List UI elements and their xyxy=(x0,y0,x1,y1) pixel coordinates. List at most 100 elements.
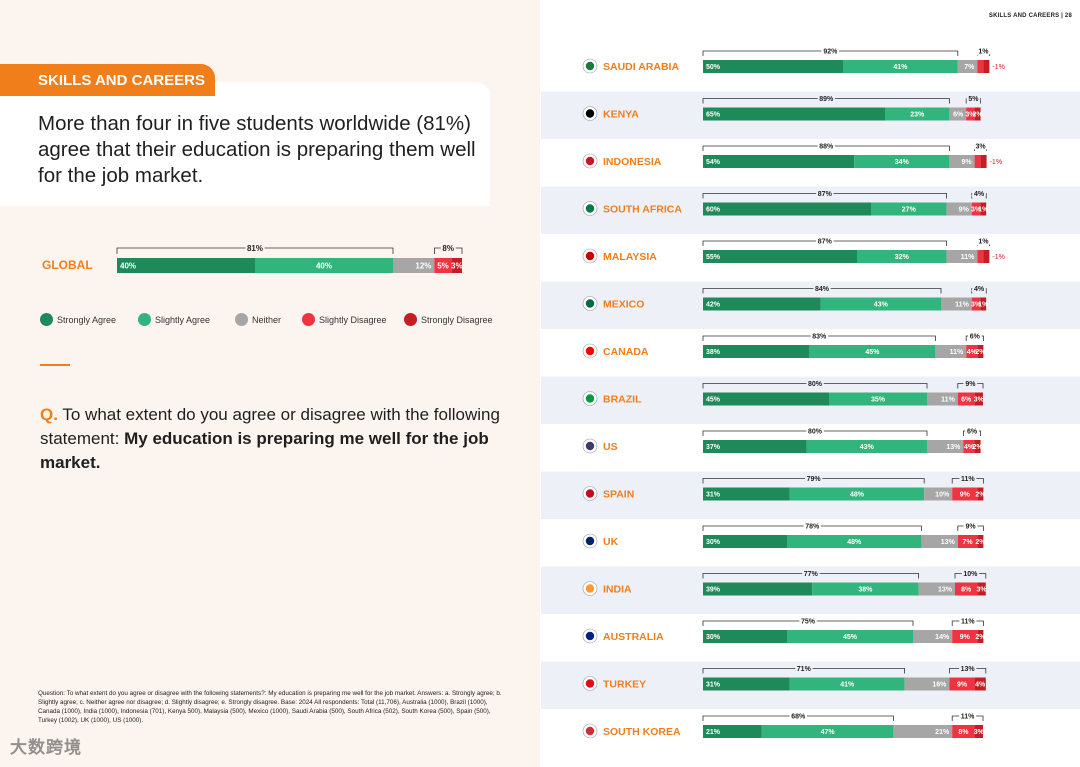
agree-total-label: 84% xyxy=(815,286,830,293)
data-label: 23% xyxy=(910,112,925,119)
seg-strongly-agree xyxy=(703,630,787,643)
disagree-bracket xyxy=(971,193,987,199)
saudi-flag-icon-center xyxy=(585,61,595,71)
seg-slightly-disagree xyxy=(971,297,981,311)
seg-strongly-disagree xyxy=(977,582,986,596)
headline: More than four in five students worldwid… xyxy=(38,112,476,187)
disagree-total-label: 11% xyxy=(961,618,975,625)
seg-slightly-agree xyxy=(809,345,936,358)
data-label: 9% xyxy=(957,682,968,689)
data-label: 39% xyxy=(706,587,721,594)
spain-flag-icon-center xyxy=(585,489,595,498)
kenya-flag-icon-center xyxy=(585,109,595,118)
agree-total-label: 89% xyxy=(819,96,834,103)
seg-slightly-agree xyxy=(843,60,958,73)
seg-slightly-disagree xyxy=(957,535,978,548)
data-label: 9% xyxy=(960,634,971,641)
seg-slightly-agree xyxy=(885,107,950,121)
agree-total-label: 79% xyxy=(807,476,822,483)
seg-strongly-agree xyxy=(703,582,813,596)
legend-item-strongly-disagree: Strongly Disagree xyxy=(404,313,493,326)
seg-strongly-disagree xyxy=(974,107,981,121)
data-label: 11% xyxy=(941,397,955,404)
seg-neither xyxy=(957,60,978,73)
agree-total-label: 83% xyxy=(812,333,827,340)
seg-neither xyxy=(913,630,953,643)
country-label-us: US xyxy=(603,441,618,453)
agree-bracket xyxy=(702,193,947,199)
seg-neither xyxy=(935,345,967,358)
agree-total-label: 78% xyxy=(805,523,820,530)
agree-total-label: 71% xyxy=(797,666,812,673)
data-label: 40% xyxy=(316,261,332,270)
seg-slightly-disagree xyxy=(966,345,978,358)
data-label: 3% xyxy=(965,112,976,119)
data-label: 12% xyxy=(415,261,431,270)
country-label-uk: UK xyxy=(603,536,619,548)
question: Q. To what extent do you agree or disagr… xyxy=(40,403,510,475)
country-label-malaysia: MALAYSIA xyxy=(603,251,657,263)
data-label: 48% xyxy=(850,492,865,499)
data-label: 47% xyxy=(821,729,836,736)
seg-strongly-disagree xyxy=(974,725,983,738)
data-label: 37% xyxy=(706,444,721,451)
section-tag: SKILLS AND CAREERS xyxy=(0,64,215,96)
data-label: 41% xyxy=(840,682,855,689)
seg-strongly-agree xyxy=(703,677,790,691)
data-label-outside: -1% xyxy=(990,159,1002,166)
seg-slightly-disagree xyxy=(949,677,975,691)
legend-item-slightly-agree: Slightly Agree xyxy=(138,313,210,326)
seg-slightly-agree xyxy=(829,392,927,406)
seg-strongly-agree xyxy=(703,392,829,406)
agree-total-label: 75% xyxy=(801,618,816,625)
agree-total-label: 87% xyxy=(818,238,833,245)
seg-slightly-agree xyxy=(857,250,947,263)
data-label: 8% xyxy=(958,729,969,736)
agree-total-label: 81% xyxy=(247,244,263,253)
seg-slightly-disagree xyxy=(974,155,981,168)
seg-slightly-agree xyxy=(871,202,947,216)
data-label: 3% xyxy=(451,261,463,270)
disagree-total-label: 13% xyxy=(961,666,976,673)
seg-strongly-disagree xyxy=(983,250,990,263)
data-label: 41% xyxy=(893,64,908,71)
seg-neither xyxy=(904,677,950,691)
data-label: 27% xyxy=(902,207,917,214)
seg-strongly-disagree xyxy=(977,535,984,548)
data-label: 4% xyxy=(967,349,978,356)
seg-strongly-disagree xyxy=(977,487,984,501)
agree-bracket xyxy=(702,620,914,626)
data-label: 9% xyxy=(960,492,971,499)
indonesia-flag-icon-center xyxy=(585,156,595,166)
seg-neither xyxy=(893,725,953,738)
seg-slightly-disagree xyxy=(434,258,452,273)
data-label: 3% xyxy=(971,302,982,309)
seg-neither xyxy=(924,487,953,501)
data-label: 2% xyxy=(975,634,986,641)
disagree-total-label: 3% xyxy=(976,143,987,150)
seg-slightly-disagree xyxy=(952,725,975,738)
seg-slightly-disagree xyxy=(971,202,981,216)
country-label-mexico: MEXICO xyxy=(603,299,644,311)
malaysia-flag-icon-center xyxy=(585,251,595,261)
disagree-total-label: 4% xyxy=(974,286,985,293)
seg-neither xyxy=(393,258,435,273)
data-label-outside: -1% xyxy=(992,64,1004,71)
data-label: 3% xyxy=(971,207,982,214)
data-label: 10% xyxy=(935,492,950,499)
agree-bracket xyxy=(116,247,394,254)
seg-slightly-agree xyxy=(820,297,941,311)
question-prefix: Q. xyxy=(40,405,58,424)
data-label: 40% xyxy=(120,261,136,270)
agree-total-label: 92% xyxy=(823,48,838,55)
disagree-bracket xyxy=(957,525,984,531)
india-flag-icon-center xyxy=(585,584,595,593)
seg-slightly-agree xyxy=(806,440,927,453)
data-label: 4% xyxy=(964,444,975,451)
data-label: 13% xyxy=(946,444,961,451)
seg-strongly-agree xyxy=(703,60,843,73)
disagree-total-label: 1% xyxy=(978,238,989,245)
country-label-south-korea: SOUTH KOREA xyxy=(603,726,681,738)
disagree-total-label: 11% xyxy=(961,476,975,483)
data-label: 34% xyxy=(895,159,910,166)
